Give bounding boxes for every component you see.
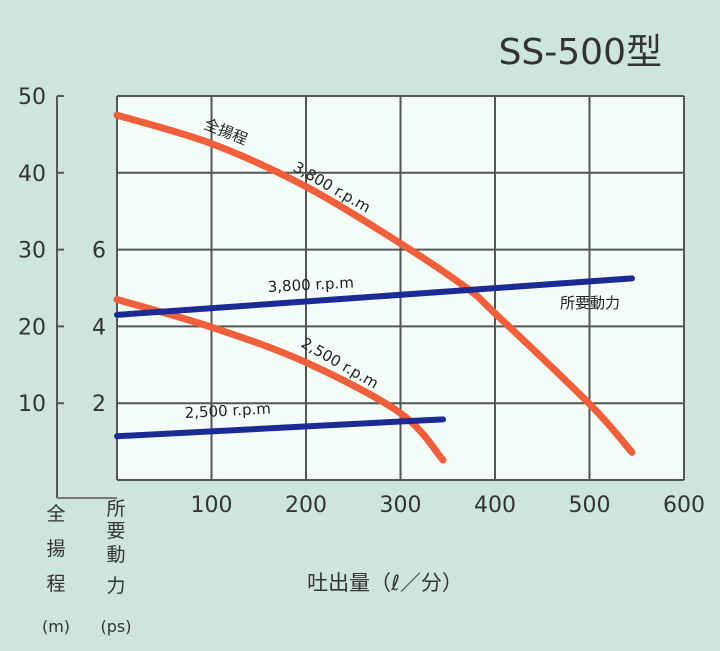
x-tick-label: 200 [285, 493, 327, 518]
series [113, 111, 636, 464]
head-tick-label: 10 [18, 392, 46, 417]
power-tick-label: 2 [92, 392, 106, 417]
y-label-head-char: 程 [46, 573, 65, 595]
head-tick-label: 50 [18, 85, 46, 110]
y-label-power-char: 動 [106, 544, 125, 566]
x-tick-label: 100 [191, 493, 233, 518]
annotation-power-3800: 3,800 r.p.m [267, 274, 354, 296]
head-tick-label: 20 [18, 315, 46, 340]
x-tick-label: 300 [380, 493, 422, 518]
y-label-power-char: 力 [106, 575, 125, 597]
grid [116, 95, 685, 481]
power-tick-label: 6 [92, 239, 106, 264]
y-label-power-char: 所 [106, 498, 125, 520]
x-tick-label: 600 [663, 493, 705, 518]
x-tick-label: 500 [569, 493, 611, 518]
power-tick-label: 4 [92, 315, 106, 340]
head-tick-label: 30 [18, 239, 46, 264]
annotation-power-label: 所要動力 [560, 294, 620, 312]
y-label-head-char: 全 [46, 503, 65, 525]
y-label-power: 所 要 動 力 (ps) [101, 498, 132, 636]
chart-title: SS-500型 [499, 32, 662, 73]
y-label-head: 全 揚 程 (m) [42, 503, 70, 636]
x-tick-label: 400 [474, 493, 516, 518]
annotation-power-2500: 2,500 r.p.m [184, 400, 271, 422]
power-line-2500 [114, 416, 447, 440]
y-label-power-unit: (ps) [101, 617, 132, 636]
head-tick-label: 40 [18, 162, 46, 187]
x-axis-label: 吐出量（ℓ／分） [307, 571, 463, 595]
y-label-head-char: 揚 [46, 538, 65, 560]
y-label-head-unit: (m) [42, 617, 70, 636]
ticks: 100 200 300 400 500 600 50 40 30 20 10 6 4 2 [18, 85, 705, 518]
y-label-power-char: 要 [106, 520, 125, 542]
head-curve-3800 [113, 111, 636, 456]
power-line-3800 [114, 275, 636, 318]
